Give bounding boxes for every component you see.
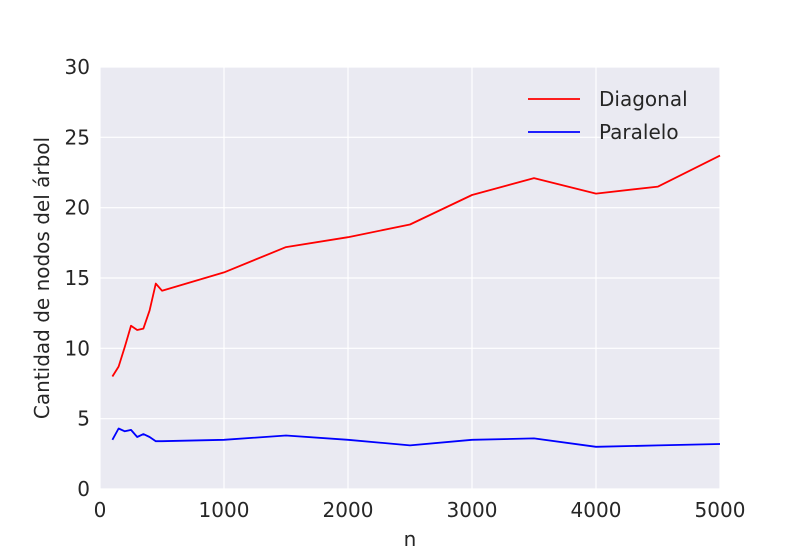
x-tick-label: 3000	[447, 498, 498, 522]
y-tick-label: 5	[77, 407, 90, 431]
x-tick-label: 0	[94, 498, 107, 522]
x-axis-label: n	[404, 527, 417, 550]
y-tick-label: 25	[65, 125, 90, 149]
legend: Diagonal Paralelo	[528, 87, 688, 144]
y-tick-label: 10	[65, 336, 90, 360]
y-tick-label: 20	[65, 196, 90, 220]
x-tick-label: 1000	[199, 498, 250, 522]
legend-label: Diagonal	[599, 87, 688, 111]
y-tick-labels: 0 5 10 15 20 25 30	[65, 55, 90, 501]
series-lines	[111, 154, 721, 448]
x-tick-label: 4000	[571, 498, 622, 522]
x-tick-label: 5000	[695, 498, 746, 522]
y-tick-label: 30	[65, 55, 90, 79]
x-tick-labels: 0 1000 2000 3000 4000 5000	[94, 498, 746, 522]
y-axis-label: Cantidad de nodos del árbol	[30, 137, 54, 419]
y-tick-label: 0	[77, 477, 90, 501]
legend-label: Paralelo	[599, 120, 679, 144]
series-line-diagonal	[111, 154, 721, 377]
series-line-paralelo	[111, 427, 721, 448]
x-tick-label: 2000	[323, 498, 374, 522]
y-tick-label: 15	[65, 266, 90, 290]
grid-lines	[99, 66, 721, 490]
